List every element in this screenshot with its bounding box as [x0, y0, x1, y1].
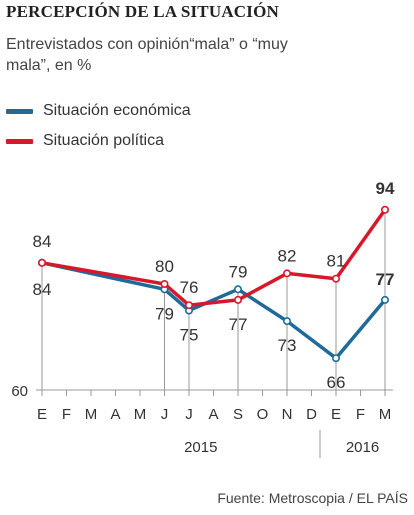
data-label: 80	[155, 257, 174, 276]
y-tick-label: 60	[11, 383, 28, 400]
data-label: 77	[376, 270, 395, 289]
data-point-politica	[331, 274, 340, 283]
data-point-politica	[185, 301, 194, 310]
x-tick-label: F	[62, 406, 71, 423]
legend-item-economica: Situación económica	[6, 96, 191, 126]
legend-swatch-politica	[6, 138, 33, 144]
data-label: 66	[327, 373, 346, 392]
legend-label-politica: Situación política	[43, 132, 164, 149]
x-tick-label: M	[134, 406, 147, 423]
data-point-politica	[380, 205, 389, 214]
x-tick-label: A	[208, 406, 218, 423]
source-note: Fuente: Metroscopia / EL PAÍS	[217, 490, 408, 506]
x-tick-label: F	[356, 406, 365, 423]
data-point-economica	[380, 295, 389, 304]
data-label: 77	[229, 315, 248, 334]
x-tick-label: M	[379, 406, 392, 423]
chart-legend: Situación económica Situación política	[6, 96, 191, 156]
x-tick-label: J	[161, 406, 169, 423]
x-tick-label: J	[185, 406, 193, 423]
x-tick-label: S	[233, 406, 243, 423]
data-label: 73	[278, 336, 297, 355]
data-point-economica	[331, 354, 340, 363]
data-label: 79	[155, 304, 174, 323]
data-point-economica	[234, 285, 243, 294]
chart-title: PERCEPCIÓN DE LA SITUACIÓN	[6, 2, 279, 21]
data-label: 94	[376, 179, 395, 198]
data-label: 76	[180, 278, 199, 297]
year-label-2016: 2016	[346, 439, 379, 456]
x-tick-label: D	[306, 406, 317, 423]
x-tick-label: E	[37, 406, 47, 423]
x-tick-label: O	[257, 406, 269, 423]
data-point-politica	[282, 269, 291, 278]
data-point-politica	[234, 295, 243, 304]
x-tick-label: M	[85, 406, 98, 423]
legend-label-economica: Situación económica	[43, 102, 191, 119]
data-label: 79	[229, 262, 248, 281]
year-label-2015: 2015	[184, 439, 217, 456]
data-label: 82	[278, 246, 297, 265]
legend-item-politica: Situación política	[6, 126, 191, 156]
x-tick-label: A	[110, 406, 120, 423]
data-label: 81	[327, 252, 346, 271]
data-label: 75	[180, 326, 199, 345]
chart-subtitle: Entrevistados con opinión“mala” o “muy m…	[6, 36, 288, 74]
data-point-politica	[37, 258, 46, 267]
x-tick-label: N	[282, 406, 293, 423]
data-label: 84	[33, 280, 52, 299]
legend-swatch-economica	[6, 108, 33, 114]
data-label: 84	[33, 232, 52, 251]
data-point-politica	[160, 279, 169, 288]
x-tick-label: E	[331, 406, 341, 423]
data-point-economica	[282, 317, 291, 326]
